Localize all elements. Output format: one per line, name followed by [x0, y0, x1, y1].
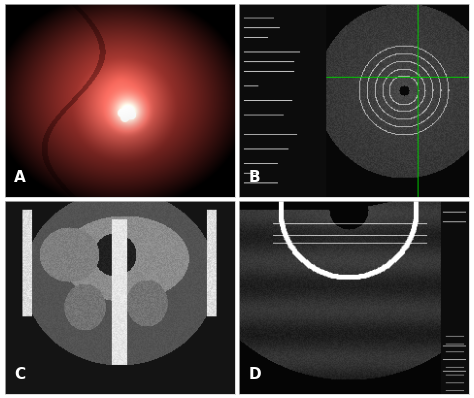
Text: B: B — [248, 170, 260, 185]
Text: A: A — [14, 170, 26, 185]
Text: C: C — [14, 367, 25, 382]
Text: D: D — [248, 367, 261, 382]
